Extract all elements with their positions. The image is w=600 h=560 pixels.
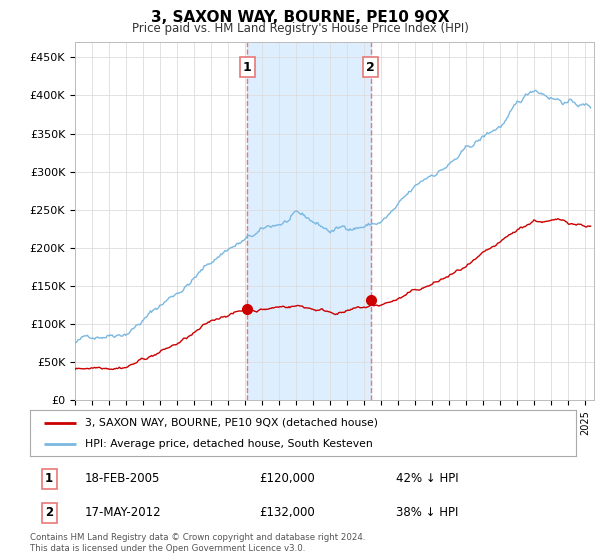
Text: £120,000: £120,000 [259,472,315,485]
Bar [247,42,371,400]
Text: 1: 1 [243,60,252,73]
Text: HPI: Average price, detached house, South Kesteven: HPI: Average price, detached house, Sout… [85,439,373,449]
Text: 42% ↓ HPI: 42% ↓ HPI [396,472,458,485]
Text: 17-MAY-2012: 17-MAY-2012 [85,506,161,519]
Text: Price paid vs. HM Land Registry's House Price Index (HPI): Price paid vs. HM Land Registry's House … [131,22,469,35]
Text: 1: 1 [45,472,53,485]
Text: 3, SAXON WAY, BOURNE, PE10 9QX (detached house): 3, SAXON WAY, BOURNE, PE10 9QX (detached… [85,418,377,428]
Text: £132,000: £132,000 [259,506,315,519]
Text: 3, SAXON WAY, BOURNE, PE10 9QX: 3, SAXON WAY, BOURNE, PE10 9QX [151,10,449,25]
Text: 38% ↓ HPI: 38% ↓ HPI [396,506,458,519]
Text: 2: 2 [45,506,53,519]
Text: 18-FEB-2005: 18-FEB-2005 [85,472,160,485]
Text: 2: 2 [367,60,375,73]
Text: Contains HM Land Registry data © Crown copyright and database right 2024.
This d: Contains HM Land Registry data © Crown c… [30,533,365,553]
